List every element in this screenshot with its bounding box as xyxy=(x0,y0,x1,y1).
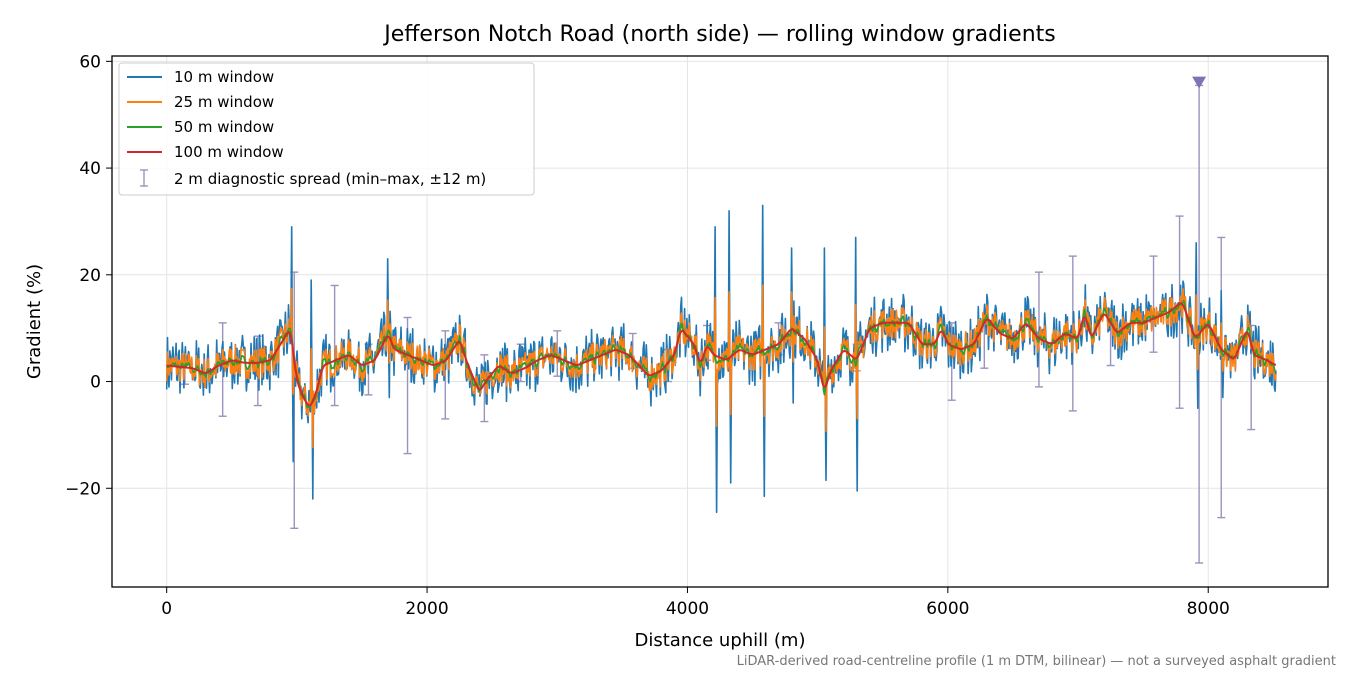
x-tick-label: 8000 xyxy=(1187,599,1230,619)
diagnostic-error-bar xyxy=(330,284,339,407)
y-tick-label: −20 xyxy=(65,479,101,499)
x-tick-label: 0 xyxy=(161,599,172,619)
x-tick-label: 6000 xyxy=(926,599,969,619)
series-lines xyxy=(165,204,1277,514)
legend-label-10m: 10 m window xyxy=(174,68,274,86)
legend: 10 m window 25 m window 50 m window 100 … xyxy=(118,62,535,196)
legend-swatch-diagnostic xyxy=(140,169,148,187)
outlier-marker xyxy=(1192,76,1207,89)
y-tick-label: 60 xyxy=(79,52,101,72)
y-axis-label: Gradient (%) xyxy=(24,264,45,379)
y-tick-label: 20 xyxy=(79,266,101,286)
outlier-marker-triangle xyxy=(1192,76,1207,89)
legend-label-50m: 50 m window xyxy=(174,118,274,136)
legend-label-diagnostic: 2 m diagnostic spread (min–max, ±12 m) xyxy=(174,170,486,188)
legend-label-100m: 100 m window xyxy=(174,143,284,161)
axis-ticks: 0 2000 4000 6000 8000 −20 0 20 40 60 xyxy=(65,52,1230,619)
diagnostic-error-bar xyxy=(218,322,227,417)
plot-frame xyxy=(111,55,1329,588)
x-tick-label: 4000 xyxy=(666,599,709,619)
x-tick-label: 2000 xyxy=(405,599,448,619)
diagnostic-error-bar xyxy=(1217,236,1226,519)
legend-box xyxy=(118,62,535,196)
y-tick-label: 40 xyxy=(79,159,101,179)
diagnostic-error-bar xyxy=(1149,255,1158,353)
legend-label-25m: 25 m window xyxy=(174,93,274,111)
footnote: LiDAR-derived road-centreline profile (1… xyxy=(737,654,1336,669)
x-axis-label: Distance uphill (m) xyxy=(635,630,806,651)
series-line-100-m-window xyxy=(166,302,1277,407)
chart-title: Jefferson Notch Road (north side) — roll… xyxy=(382,22,1055,47)
y-tick-label: 0 xyxy=(90,373,101,393)
